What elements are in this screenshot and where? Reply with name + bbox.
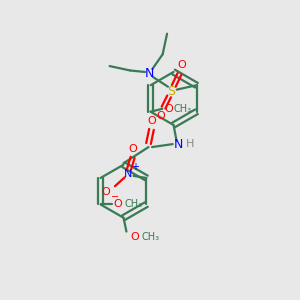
- Text: S: S: [167, 85, 175, 98]
- Text: O: O: [147, 116, 156, 126]
- Text: CH₃: CH₃: [125, 200, 143, 209]
- Text: N: N: [145, 67, 154, 80]
- Text: O: O: [128, 143, 137, 154]
- Text: O: O: [102, 187, 110, 197]
- Text: O: O: [164, 104, 172, 114]
- Text: CH₃: CH₃: [142, 232, 160, 242]
- Text: H: H: [186, 139, 194, 149]
- Text: −: −: [111, 191, 119, 202]
- Text: N: N: [124, 169, 132, 179]
- Text: CH₃: CH₃: [174, 104, 192, 114]
- Text: O: O: [130, 232, 139, 242]
- Text: N: N: [173, 138, 183, 151]
- Text: O: O: [177, 60, 186, 70]
- Text: O: O: [157, 111, 166, 122]
- Text: +: +: [131, 162, 139, 172]
- Text: O: O: [114, 200, 123, 209]
